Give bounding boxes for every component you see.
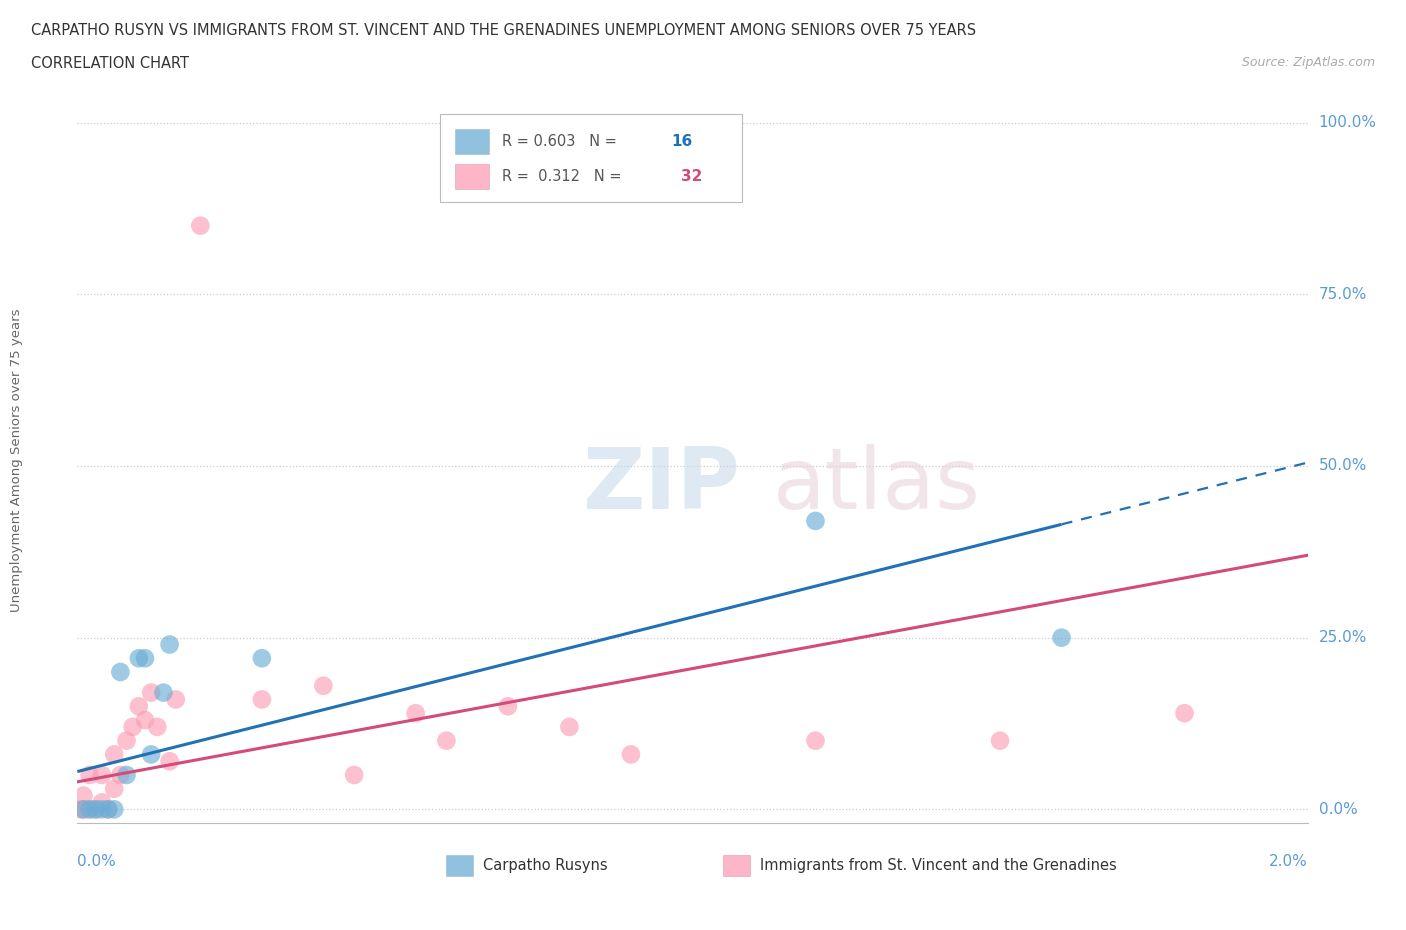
Text: CORRELATION CHART: CORRELATION CHART	[31, 56, 188, 71]
Point	[134, 651, 156, 666]
Point	[804, 513, 827, 528]
Bar	[456, 129, 489, 154]
Point	[1050, 631, 1073, 645]
Bar	[723, 856, 751, 876]
Point	[103, 781, 125, 796]
Point	[165, 692, 187, 707]
Point	[134, 712, 156, 727]
Bar	[447, 856, 474, 876]
Point	[804, 733, 827, 748]
Text: 75.0%: 75.0%	[1319, 286, 1367, 302]
Point	[110, 665, 132, 680]
Point	[90, 767, 114, 782]
Point	[115, 767, 138, 782]
Text: 0.0%: 0.0%	[77, 854, 117, 869]
Point	[84, 802, 107, 817]
Text: 16: 16	[672, 135, 693, 150]
Text: Unemployment Among Seniors over 75 years: Unemployment Among Seniors over 75 years	[10, 309, 24, 612]
Point	[128, 698, 150, 713]
Point	[90, 802, 114, 817]
Point	[250, 651, 273, 666]
Point	[121, 720, 143, 735]
Point	[620, 747, 643, 762]
Point	[84, 802, 107, 817]
Point	[128, 651, 150, 666]
Point	[496, 698, 519, 713]
Point	[558, 720, 581, 735]
Point	[97, 802, 120, 817]
Point	[110, 767, 132, 782]
Text: CARPATHO RUSYN VS IMMIGRANTS FROM ST. VINCENT AND THE GRENADINES UNEMPLOYMENT AM: CARPATHO RUSYN VS IMMIGRANTS FROM ST. VI…	[31, 23, 976, 38]
Text: 100.0%: 100.0%	[1319, 115, 1376, 130]
Point	[988, 733, 1011, 748]
FancyBboxPatch shape	[440, 114, 742, 202]
Text: 50.0%: 50.0%	[1319, 458, 1367, 473]
Bar	[456, 164, 489, 189]
Point	[141, 747, 163, 762]
Point	[312, 678, 335, 693]
Text: R =  0.312   N =: R = 0.312 N =	[502, 169, 626, 184]
Point	[188, 219, 212, 233]
Point	[343, 767, 366, 782]
Text: Carpatho Rusyns: Carpatho Rusyns	[484, 858, 607, 873]
Text: 32: 32	[682, 169, 703, 184]
Point	[79, 802, 101, 817]
Point	[405, 706, 427, 721]
Point	[1174, 706, 1197, 721]
Point	[90, 795, 114, 810]
Point	[72, 802, 94, 817]
Point	[250, 692, 273, 707]
Point	[69, 802, 91, 817]
Text: Immigrants from St. Vincent and the Grenadines: Immigrants from St. Vincent and the Gren…	[761, 858, 1116, 873]
Text: 2.0%: 2.0%	[1268, 854, 1308, 869]
Text: 25.0%: 25.0%	[1319, 631, 1367, 645]
Text: 0.0%: 0.0%	[1319, 802, 1357, 817]
Point	[79, 767, 101, 782]
Point	[146, 720, 169, 735]
Point	[436, 733, 458, 748]
Point	[72, 788, 94, 803]
Point	[159, 754, 181, 769]
Point	[97, 802, 120, 817]
Text: Source: ZipAtlas.com: Source: ZipAtlas.com	[1241, 56, 1375, 69]
Point	[72, 802, 94, 817]
Point	[152, 685, 174, 700]
Point	[159, 637, 181, 652]
Point	[141, 685, 163, 700]
Text: atlas: atlas	[772, 444, 980, 526]
Point	[103, 747, 125, 762]
Point	[79, 802, 101, 817]
Point	[115, 733, 138, 748]
Text: R = 0.603   N =: R = 0.603 N =	[502, 135, 621, 150]
Point	[103, 802, 125, 817]
Text: ZIP: ZIP	[582, 444, 740, 526]
